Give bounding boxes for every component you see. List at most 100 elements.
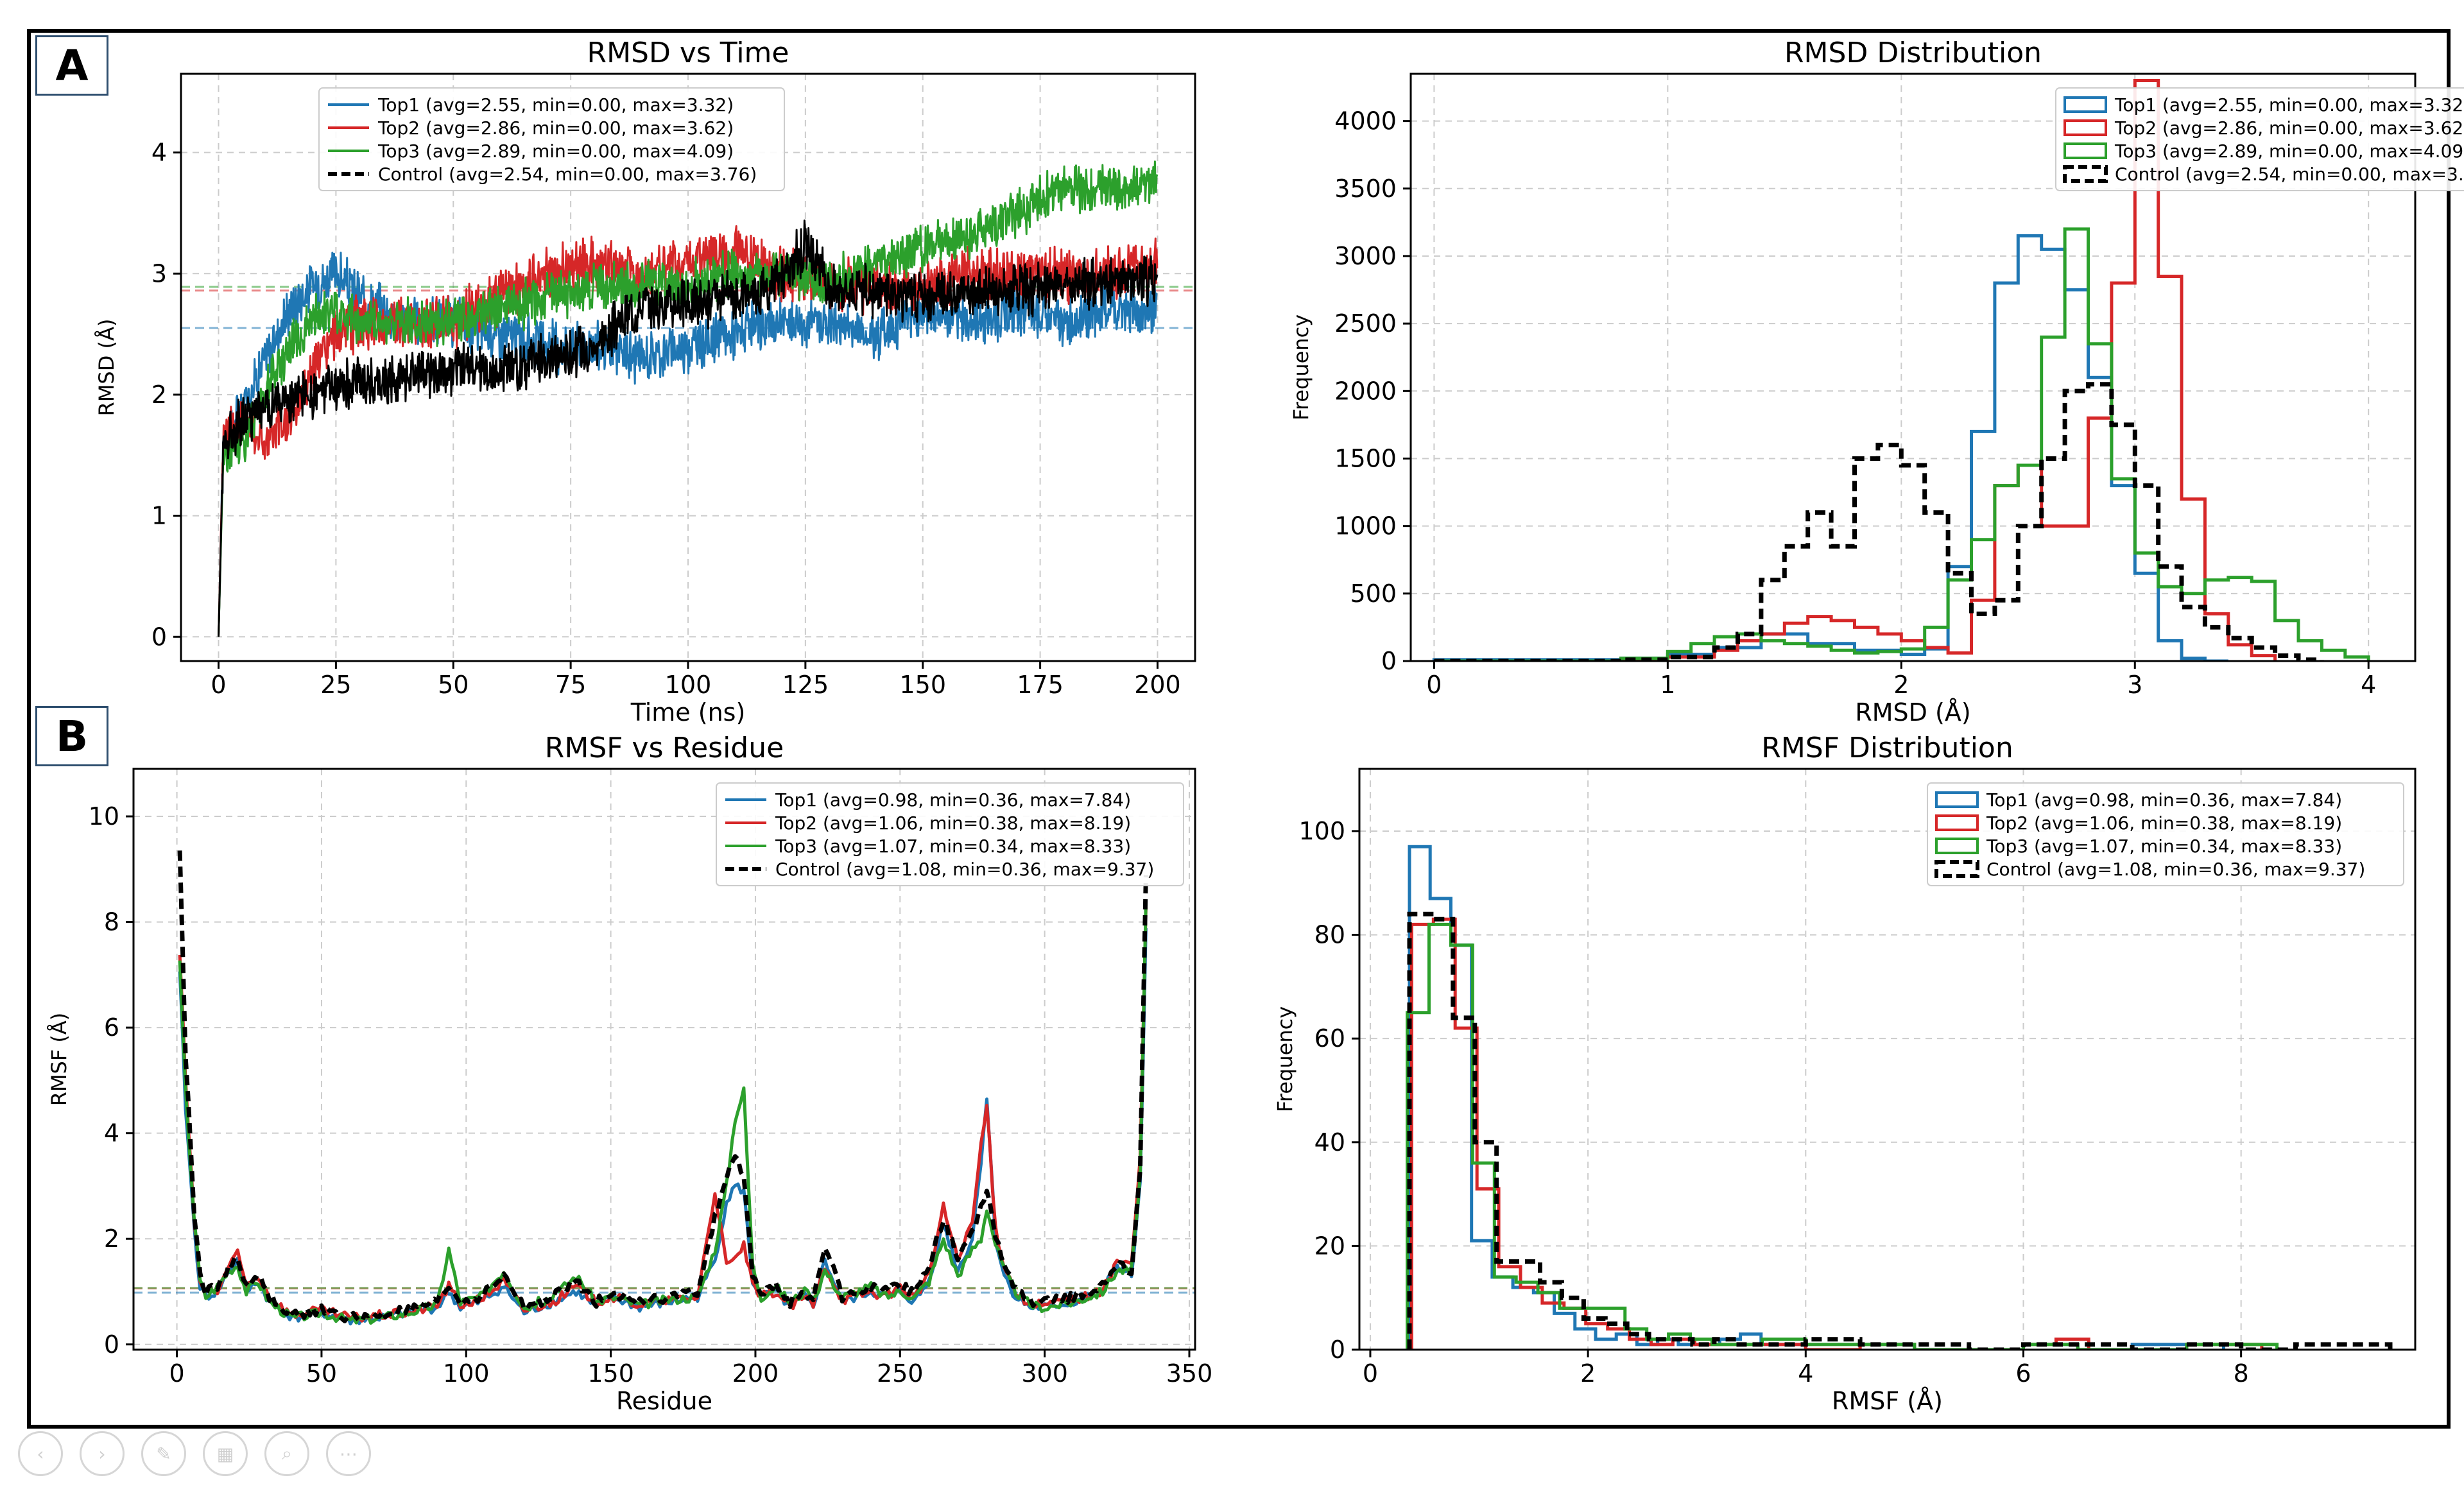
y-tick-label: 3500 [1334,175,1397,203]
slides-grid-icon[interactable]: ▦ [203,1431,248,1476]
x-tick-label: 75 [555,671,586,699]
next-slide-icon[interactable]: › [80,1431,125,1476]
legend-swatch-top1 [1935,791,1979,808]
legend-frame [318,87,785,191]
y-tick-label: 0 [104,1330,119,1359]
x-tick-label: 100 [443,1359,490,1388]
y-tick-label: 1500 [1334,444,1397,472]
legend-label-top2: Top2 (avg=2.86, min=0.00, max=3.62) [2114,117,2464,139]
legend-label-top3: Top3 (avg=2.89, min=0.00, max=4.09) [377,141,734,162]
legend-label-top2: Top2 (avg=1.06, min=0.38, max=8.19) [775,812,1131,834]
legend: Top1 (avg=2.55, min=0.00, max=3.32)Top2 … [2055,87,2464,191]
y-tick-label: 0 [151,623,167,651]
panel-label-b: B [35,706,108,766]
y-tick-label: 0 [1381,647,1397,675]
plot-area [181,160,1195,637]
x-tick-label: 150 [587,1359,634,1388]
y-tick-label: 1 [151,502,167,530]
histogram-step-top2 [1434,79,2277,661]
x-tick-label: 3 [2127,671,2142,699]
x-tick-label: 6 [2015,1359,2031,1388]
legend-label-control: Control (avg=1.08, min=0.36, max=9.37) [1986,859,2365,880]
x-tick-label: 100 [665,671,712,699]
chart-rmsd-vs-time: 0 25 50 75 100 125 150 175 200 0 1 2 3 4 RMSD vs Time T… [94,37,1196,727]
y-tick-label: 4 [104,1119,119,1148]
x-tick-label: 50 [438,671,469,699]
chart-title: RMSD vs Time [587,37,789,69]
x-axis-label: RMSD (Å) [1855,698,1970,727]
x-tick-label: 300 [1021,1359,1068,1388]
zoom-icon[interactable]: ⌕ [264,1431,309,1476]
legend-frame [1927,782,2404,886]
x-tick-label: 350 [1166,1359,1213,1388]
axes-frame [132,768,1196,1351]
legend-label-top1: Top1 (avg=2.55, min=0.00, max=3.32) [2114,94,2464,116]
y-tick-label: 500 [1350,580,1397,608]
x-tick-label: 200 [732,1359,779,1388]
y-tick-label: 2000 [1334,377,1397,405]
chart-title: RMSF Distribution [1761,732,2013,764]
series-line-control [177,850,1148,1323]
x-tick-label: 8 [2234,1359,2249,1388]
x-tick-label: 0 [1363,1359,1378,1388]
chart-rmsd-distribution: 0 1 2 3 4 0 500 1000 1500 2000 2500 3000 3500 4000 RMS… [1289,37,2464,727]
y-tick-label: 2 [104,1225,119,1253]
legend-label-control: Control (avg=2.54, min=0.00, max=3.76) [2115,164,2464,185]
histogram-step-top1 [1432,234,2228,661]
y-axis-label: RMSD (Å) [94,319,119,417]
previous-slide-icon[interactable]: ‹ [18,1431,63,1476]
y-tick-label: 10 [89,802,119,830]
histogram-step-top3 [1406,922,2279,1350]
y-axis-label: Frequency [1273,1006,1297,1112]
y-axis-label: RMSF (Å) [47,1013,71,1106]
legend-swatch-top2 [2063,119,2107,136]
plot-area [1406,845,2393,1350]
viewer-controls: ‹ › ✎ ▦ ⌕ ⋯ [18,1431,371,1476]
axes-frame [1409,73,2417,662]
figure-border [27,29,2451,1429]
legend-swatch-control [1934,860,1979,878]
legend-frame [2055,87,2464,191]
legend-swatch-top3 [1935,838,1979,854]
plot-area [1432,79,2370,661]
x-axis-label: Residue [616,1387,712,1415]
y-tick-label: 0 [1330,1336,1345,1364]
legend-swatch-top1 [2063,96,2107,113]
y-tick-label: 20 [1314,1232,1345,1260]
x-tick-label: 0 [169,1359,185,1388]
y-tick-label: 4 [151,139,167,167]
x-tick-label: 0 [1426,671,1442,699]
legend-label-control: Control (avg=2.54, min=0.00, max=3.76) [378,164,757,185]
chart-rmsf-vs-residue: 0 50 100 150 200 250 300 350 0 2 4 6 8 10 RMSF vs Resi… [47,732,1212,1415]
x-tick-label: 125 [782,671,829,699]
legend-label-top3: Top3 (avg=1.07, min=0.34, max=8.33) [1986,836,2342,857]
y-tick-label: 2500 [1334,309,1397,338]
legend-label-top1: Top1 (avg=0.98, min=0.36, max=7.84) [775,789,1131,811]
legend-label-top1: Top1 (avg=2.55, min=0.00, max=3.32) [377,94,734,116]
x-axis-label: RMSF (Å) [1832,1387,1943,1415]
plot-area [134,850,1195,1326]
x-tick-label: 1 [1660,671,1675,699]
more-options-icon[interactable]: ⋯ [326,1431,371,1476]
legend: Top1 (avg=0.98, min=0.36, max=7.84)Top2 … [1927,782,2404,886]
x-tick-label: 175 [1017,671,1064,699]
y-axis-label: Frequency [1289,314,1313,420]
legend-label-control: Control (avg=1.08, min=0.36, max=9.37) [775,859,1154,880]
legend-label-top3: Top3 (avg=2.89, min=0.00, max=4.09) [2114,141,2464,162]
chart-title: RMSF vs Residue [545,732,784,764]
x-tick-label: 2 [1580,1359,1596,1388]
legend-swatch-control [2063,165,2108,183]
series-line-top1 [178,928,1148,1326]
legend-swatch-top3 [2063,142,2107,159]
y-tick-label: 8 [104,908,119,936]
histogram-step-top1 [1408,845,2225,1350]
y-tick-label: 3 [151,259,167,288]
legend: Top1 (avg=2.55, min=0.00, max=3.32)Top2 … [318,87,785,191]
pen-icon[interactable]: ✎ [141,1431,186,1476]
x-tick-label: 150 [899,671,946,699]
x-tick-label: 0 [211,671,226,699]
legend-swatch-top2 [1935,814,1979,831]
y-tick-label: 60 [1314,1024,1345,1053]
